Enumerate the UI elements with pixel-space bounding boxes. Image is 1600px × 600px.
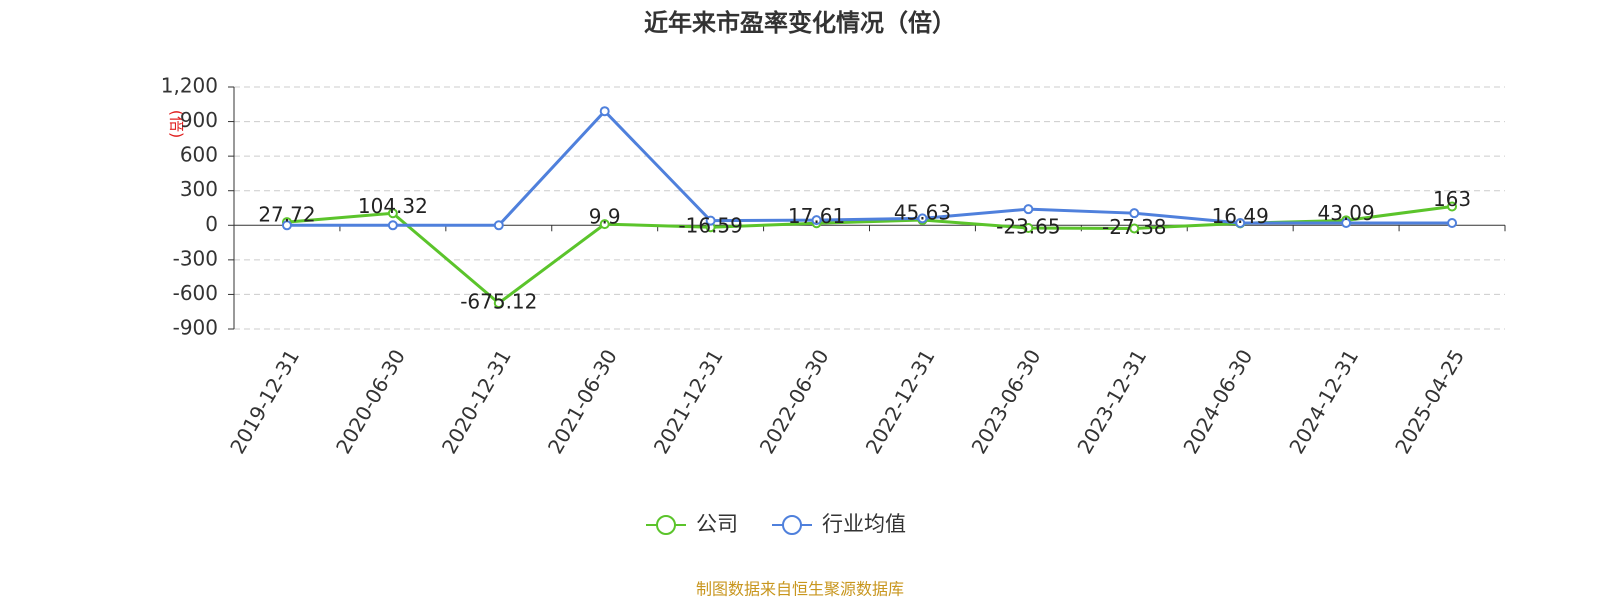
- series-line: [286, 109, 1453, 227]
- x-tick-label: 2024-12-31: [1284, 345, 1363, 458]
- data-point: [281, 220, 292, 231]
- x-tick-label: 2021-06-30: [543, 345, 622, 458]
- data-label: 16.49: [1212, 204, 1269, 228]
- y-tick-label: 1,200: [161, 74, 218, 98]
- data-label: 27.72: [258, 203, 315, 227]
- data-point: [1447, 201, 1458, 212]
- source-note: 制图数据来自恒生聚源数据库: [696, 580, 904, 599]
- data-label: -23.65: [996, 215, 1060, 239]
- data-point: [1235, 217, 1246, 228]
- data-point: [1023, 223, 1034, 234]
- x-tick-label: 2021-12-31: [649, 345, 728, 458]
- x-tick-label: 2019-12-31: [225, 345, 304, 458]
- data-point: [917, 213, 928, 224]
- data-point: [1129, 208, 1140, 219]
- y-tick-label: 600: [180, 143, 218, 167]
- data-point: [705, 215, 716, 226]
- data-point: [1341, 217, 1352, 228]
- data-point: [599, 106, 610, 117]
- x-tick-label: 2023-12-31: [1072, 345, 1151, 458]
- data-label: -675.12: [460, 290, 537, 314]
- data-label: 163: [1433, 187, 1471, 211]
- y-tick-label: 300: [180, 177, 218, 201]
- data-point: [387, 220, 398, 231]
- data-point: [387, 208, 398, 219]
- data-point: [1023, 204, 1034, 215]
- data-point: [599, 219, 610, 230]
- y-axis-label: (倍): [168, 110, 187, 139]
- data-label: -27.38: [1102, 215, 1166, 239]
- data-label: 17.61: [788, 204, 845, 228]
- x-tick-label: 2023-06-30: [967, 345, 1046, 458]
- data-point: [811, 215, 822, 226]
- data-point: [1447, 217, 1458, 228]
- y-tick-label: -300: [173, 246, 218, 270]
- data-label: 45.63: [894, 201, 951, 225]
- data-label: 104.32: [358, 194, 428, 218]
- data-label: -16.59: [678, 214, 742, 238]
- x-tick-label: 2025-04-25: [1390, 345, 1469, 458]
- legend-label: 公司: [696, 512, 738, 536]
- y-tick-label: -600: [173, 281, 218, 305]
- data-label: 9.9: [589, 205, 621, 229]
- chart-title: 近年来市盈率变化情况（倍）: [644, 9, 956, 37]
- x-tick-label: 2020-12-31: [437, 345, 516, 458]
- legend-marker: [782, 515, 802, 535]
- data-point: [493, 298, 504, 309]
- y-tick-label: -900: [173, 316, 218, 340]
- legend-label: 行业均值: [822, 512, 906, 536]
- y-tick-label: 900: [180, 108, 218, 132]
- x-tick-label: 2020-06-30: [331, 345, 410, 458]
- data-point: [1129, 223, 1140, 234]
- data-point: [493, 220, 504, 231]
- y-tick-label: 0: [205, 212, 218, 236]
- x-tick-label: 2022-06-30: [755, 345, 834, 458]
- x-tick-label: 2022-12-31: [861, 345, 940, 458]
- data-label: 43.09: [1317, 201, 1374, 225]
- x-tick-label: 2024-06-30: [1178, 345, 1257, 458]
- legend-marker: [656, 515, 676, 535]
